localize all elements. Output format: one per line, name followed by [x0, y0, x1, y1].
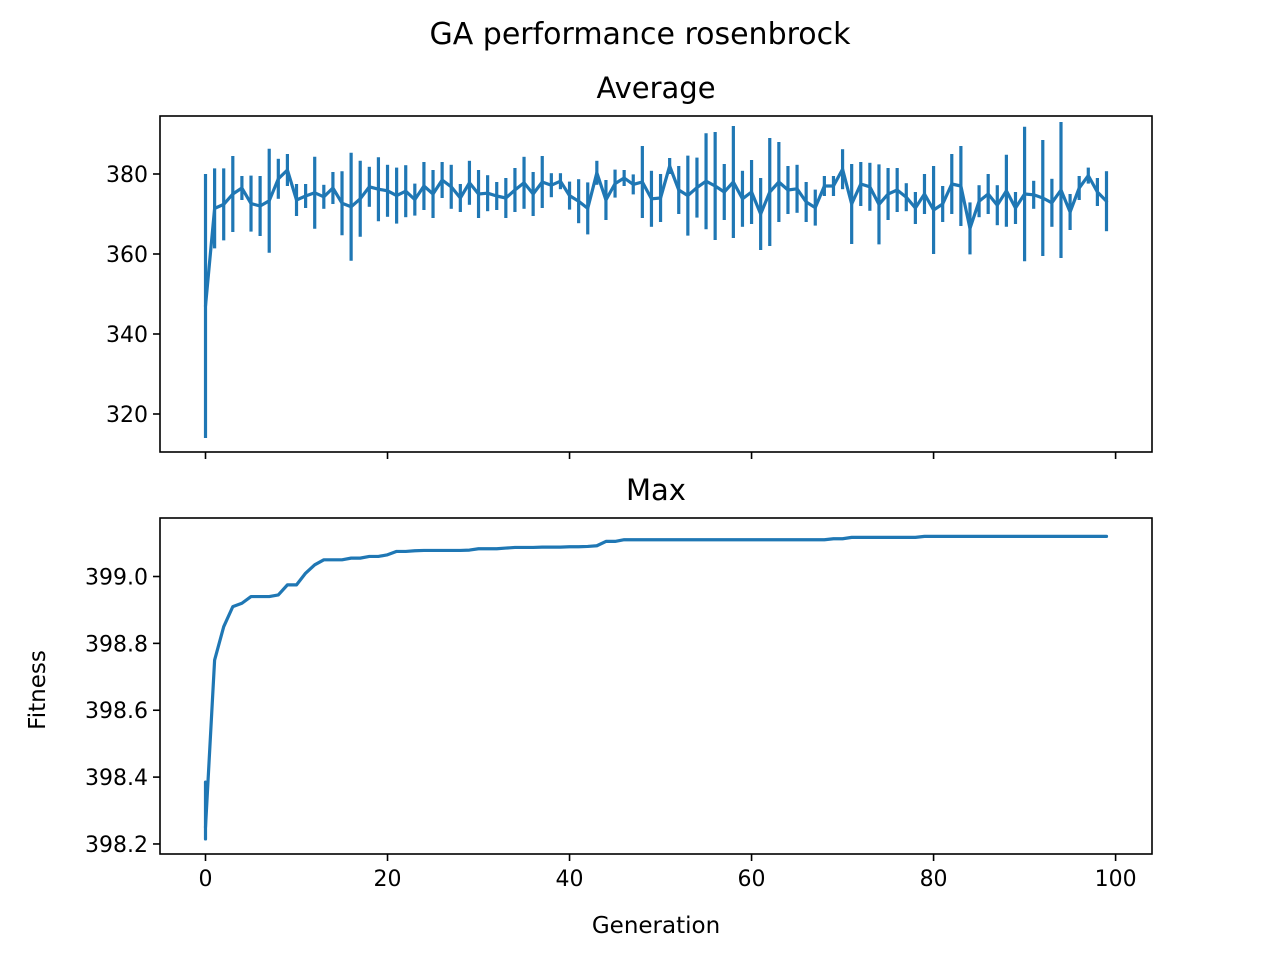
max-x-tick-label: 40 [556, 867, 584, 892]
average-y-tick-label: 380 [106, 163, 148, 188]
max-x-tick-label: 60 [738, 867, 766, 892]
average-y-tick-label: 320 [106, 403, 148, 428]
max-y-ticks: 398.2 398.4 398.6 398.8 399.0 [85, 566, 160, 858]
max-y-tick-label: 398.4 [85, 766, 148, 791]
average-axes-title: Average [596, 71, 715, 105]
max-x-tick-label: 100 [1095, 867, 1137, 892]
max-y-tick-label: 398.8 [85, 632, 148, 657]
max-axes: Max 398.2 398.4 398.6 398.8 399.0 0 20 40 60 80 1… [25, 473, 1153, 939]
max-x-tick-label: 80 [920, 867, 948, 892]
average-axes: Average 320 340 360 380 [106, 71, 1153, 459]
max-y-tick-label: 399.0 [85, 566, 148, 591]
average-y-tick-label: 340 [106, 323, 148, 348]
average-y-ticks: 320 340 360 380 [106, 163, 160, 428]
y-axis-label: Fitness [25, 650, 51, 730]
max-fitness-line [203, 534, 1109, 829]
figure-suptitle: GA performance rosenbrock [429, 17, 851, 52]
max-x-tick-label: 0 [199, 867, 213, 892]
average-axes-frame [159, 115, 1153, 453]
max-axes-frame [159, 517, 1153, 855]
max-y-tick-label: 398.2 [85, 833, 148, 858]
max-x-tick-label: 20 [374, 867, 402, 892]
average-fitness-line [203, 164, 1109, 308]
max-axes-title: Max [626, 473, 686, 507]
average-y-tick-label: 360 [106, 243, 148, 268]
max-x-ticks: 0 20 40 60 80 100 [199, 854, 1137, 892]
x-axis-label: Generation [592, 913, 720, 939]
max-y-tick-label: 398.6 [85, 699, 148, 724]
average-x-ticks [204, 452, 1117, 459]
